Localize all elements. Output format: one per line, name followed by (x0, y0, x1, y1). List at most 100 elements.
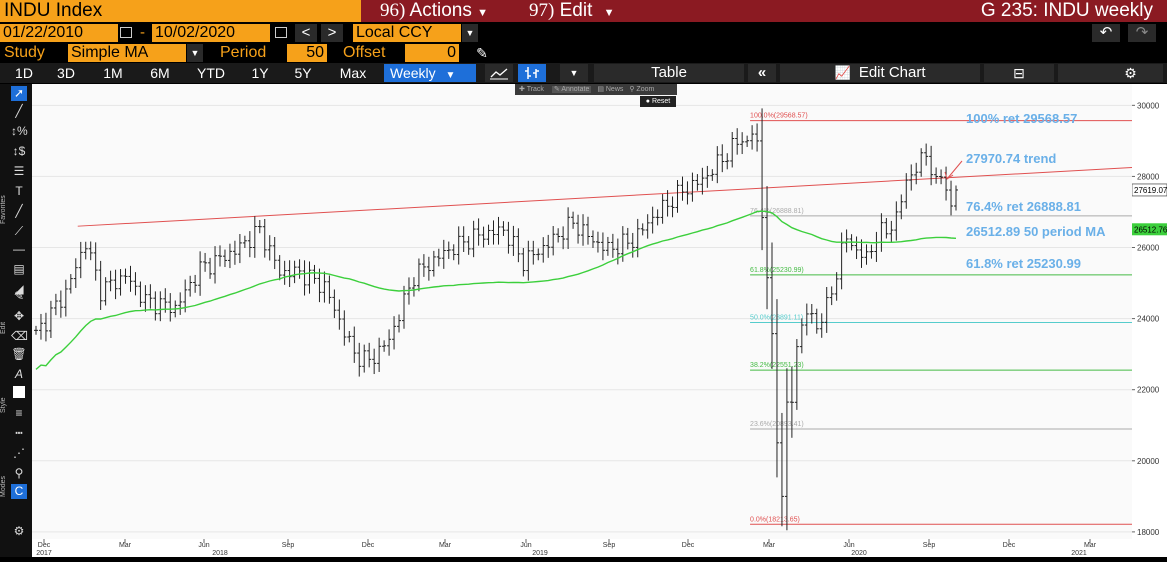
range-tab-max[interactable]: Max (339, 65, 367, 81)
style-section-label: Style (0, 397, 7, 413)
line-style-icon[interactable]: ┅ (15, 426, 23, 440)
range-tab-ytd[interactable]: YTD (197, 65, 225, 81)
undo-icon: ↶ (1099, 24, 1113, 41)
frequency-select[interactable]: Weekly ▼ (384, 64, 476, 82)
pointer-icon[interactable]: ➚ (11, 86, 27, 101)
end-date-field[interactable]: 10/02/2020 (152, 24, 270, 42)
previous-period-button[interactable]: < (295, 24, 317, 42)
period-input[interactable]: 50 (287, 44, 327, 62)
settings-button[interactable]: ⚙ (1058, 64, 1163, 82)
trend-line (77, 167, 1132, 227)
range-tab-3d[interactable]: 3D (57, 65, 75, 81)
crosshair-icon[interactable]: C (11, 484, 27, 499)
range-tab-1m[interactable]: 1M (103, 65, 123, 81)
fib-level-label: 61.8%(25230.99) (750, 267, 804, 274)
move-icon[interactable]: ✥ (13, 309, 25, 323)
last-price-box (1131, 183, 1167, 197)
range-tab-6m[interactable]: 6M (150, 65, 170, 81)
x-tick-label: Sep (603, 542, 616, 549)
layout-icon: ⊟ (1013, 65, 1025, 81)
dollar-tool-icon[interactable]: ↕$ (12, 144, 26, 158)
end-date-text: 10/02/2020 (155, 24, 236, 41)
modes-section-label: Modes (0, 475, 7, 497)
layout-button[interactable]: ⊟ (984, 64, 1054, 82)
reset-button[interactable]: ● Reset (640, 96, 676, 107)
last-price-label: 27619.07 (1134, 186, 1167, 195)
chart-toolbar: 1D 3D 1M 6M YTD 1Y 5Y Max Weekly ▼ ▼ Tab… (0, 63, 1167, 83)
actions-menu[interactable]: 96) Actions ▼ (363, 0, 505, 22)
x-axis-svg: Dec Mar Jun Sep Dec Mar Jun Sep Dec Mar Jun Sep Dec M… (36, 539, 1097, 557)
x-tick-label: Mar (1084, 542, 1097, 549)
ma-price-box (1132, 223, 1167, 236)
fill-color-icon[interactable] (11, 386, 27, 401)
zoom-button[interactable]: ⚲ Zoom (629, 86, 655, 93)
x-year-label: 2018 (212, 550, 228, 557)
erase-icon[interactable]: ⌫ (11, 329, 28, 343)
x-year-label: 2017 (36, 550, 52, 557)
study-text: Simple MA (71, 44, 149, 61)
collapse-button[interactable]: « (748, 64, 776, 82)
currency-select[interactable]: Local CCY (353, 24, 461, 42)
horizontal-line-icon[interactable]: — (13, 242, 25, 256)
bar-chart-button[interactable] (518, 64, 546, 82)
trend-line-icon[interactable]: ╱ (15, 204, 23, 218)
date-separator: - (140, 24, 145, 41)
offset-input[interactable]: 0 (405, 44, 459, 62)
security-field[interactable]: INDU Index (0, 0, 361, 22)
x-tick-label: Dec (362, 542, 375, 549)
x-tick-label: Jun (520, 542, 531, 549)
magnet-icon[interactable]: ⚲ (14, 466, 24, 480)
edit-chart-button[interactable]: 📈 Edit Chart (780, 64, 980, 82)
currency-dropdown-button[interactable]: ▼ (462, 24, 478, 42)
track-button[interactable]: ✚ Track (519, 86, 544, 93)
chevron-down-icon: ▼ (603, 7, 615, 19)
range-tab-1y[interactable]: 1Y (251, 65, 269, 81)
actions-number: 96) (379, 0, 406, 21)
reset-label: Reset (651, 98, 671, 105)
brush-icon[interactable]: ✎ (13, 289, 25, 303)
x-axis: Dec Mar Jun Sep Dec Mar Jun Sep Dec Mar Jun Sep Dec M… (32, 539, 1167, 557)
study-select[interactable]: Simple MA (68, 44, 186, 62)
header-bar: INDU Index 96) Actions ▼ 97) Edit ▼ G 23… (0, 0, 1167, 22)
annotation-trend: 27970.74 trend (966, 151, 1057, 166)
study-label: Study (4, 44, 45, 61)
annotate-button[interactable]: ✎ Annotate (551, 86, 592, 93)
annotation-arrow (946, 160, 963, 180)
line-width-icon[interactable]: ≡ (15, 406, 23, 420)
wedge-icon[interactable]: ◢ (14, 282, 24, 296)
y-axis: 30000 28000 26000 24000 22000 20000 18000 27619… (1131, 84, 1167, 539)
chevron-down-icon: ▼ (190, 48, 200, 58)
pattern-icon[interactable]: ⋰ (13, 446, 25, 460)
chevron-left-icon: < (301, 24, 311, 41)
table-label: Table (651, 64, 687, 81)
y-tick-label: 28000 (1137, 172, 1160, 181)
fibonacci-tool-icon[interactable]: ☰ (13, 164, 25, 178)
range-tab-1d[interactable]: 1D (15, 65, 33, 81)
line-chart-button[interactable] (485, 64, 513, 82)
calendar-icon[interactable] (275, 27, 287, 38)
text-tool-icon[interactable]: T (15, 184, 23, 198)
pen-icon[interactable]: ✎ (476, 45, 488, 61)
redo-button[interactable]: ↷ (1128, 24, 1156, 42)
percent-tool-icon[interactable]: ↕% (11, 124, 28, 138)
settings-icon[interactable]: ⚙ (13, 524, 25, 538)
ray-line-icon[interactable]: ⟋ (14, 224, 24, 238)
calendar-icon[interactable] (120, 27, 132, 38)
trash-icon[interactable]: 🗑 (11, 347, 27, 361)
study-dropdown-button[interactable]: ▼ (187, 44, 203, 62)
table-button[interactable]: Table (594, 64, 744, 82)
line-tool-icon[interactable]: ╱ (15, 104, 23, 118)
start-date-field[interactable]: 01/22/2010 (0, 24, 118, 42)
next-period-button[interactable]: > (321, 24, 343, 42)
font-icon[interactable]: A (14, 367, 23, 381)
annotation-ma: 26512.89 50 period MA (966, 224, 1106, 239)
chart-type-dropdown[interactable]: ▼ (560, 64, 588, 82)
range-tab-5y[interactable]: 5Y (294, 65, 312, 81)
edit-menu[interactable]: 97) Edit ▼ (509, 0, 651, 22)
undo-button[interactable]: ↶ (1092, 24, 1120, 42)
news-button[interactable]: ▤ News (597, 86, 624, 93)
channel-icon[interactable]: ▤ (13, 262, 25, 276)
chart-plot-area[interactable]: 100.0%(29568.57) 76.4%(26888.81) 61.8%(252… (32, 84, 1132, 539)
zoom-label: Zoom (636, 86, 655, 93)
y-tick-label: 20000 (1137, 457, 1160, 466)
